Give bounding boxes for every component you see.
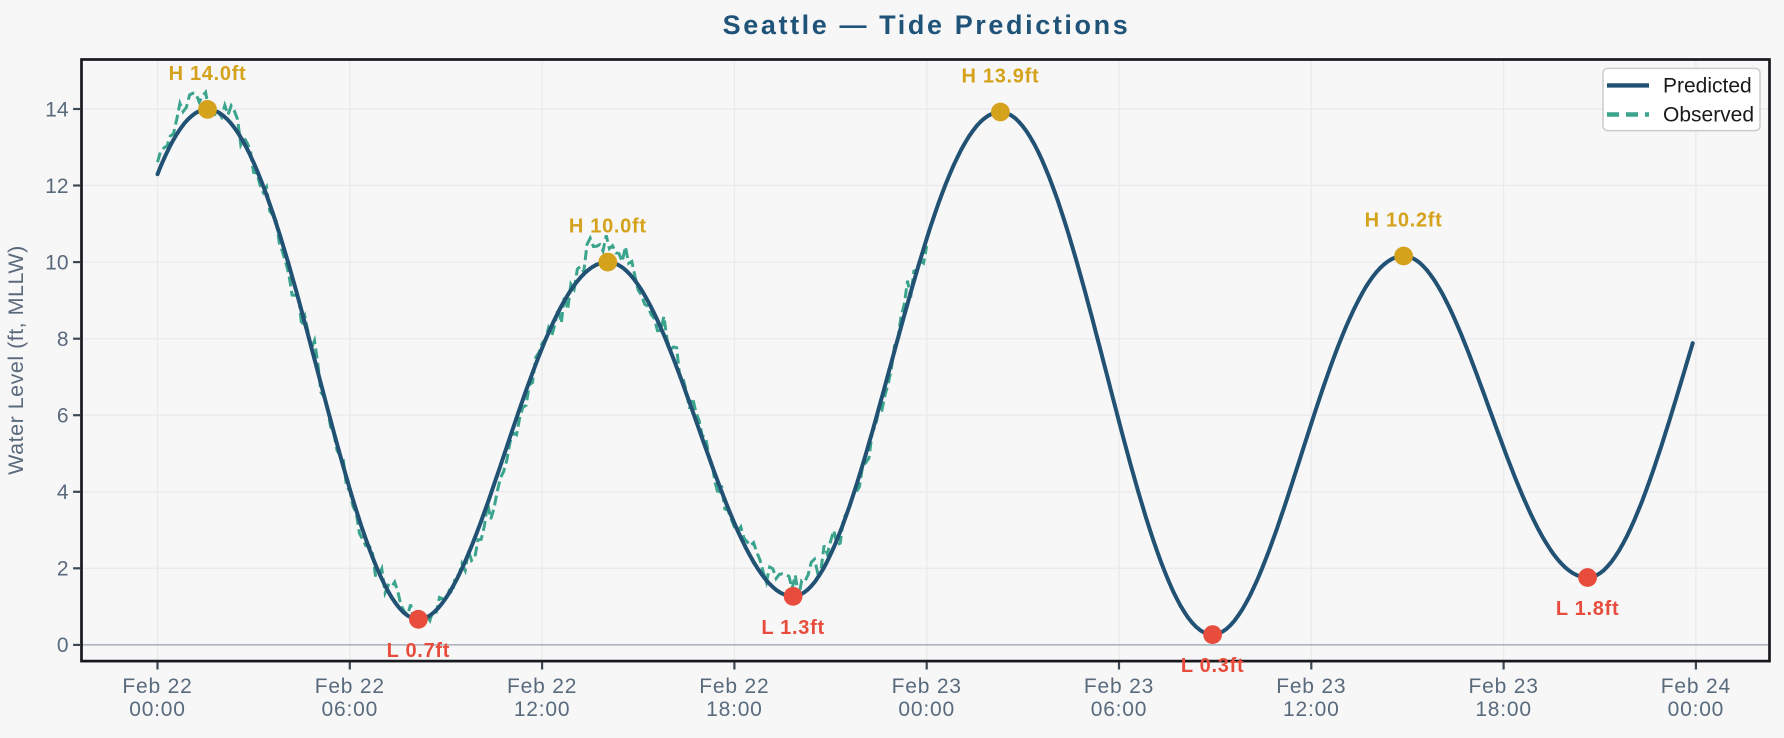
- svg-text:10: 10: [45, 251, 68, 274]
- svg-text:Feb 23: Feb 23: [892, 675, 962, 698]
- svg-text:14: 14: [45, 98, 69, 121]
- svg-text:18:00: 18:00: [1475, 698, 1532, 721]
- svg-text:Feb 24: Feb 24: [1661, 675, 1731, 698]
- svg-text:00:00: 00:00: [1668, 698, 1725, 721]
- svg-text:12: 12: [45, 175, 68, 198]
- svg-text:Feb 23: Feb 23: [1469, 675, 1539, 698]
- svg-text:Observed: Observed: [1663, 104, 1754, 127]
- svg-text:06:00: 06:00: [322, 698, 379, 721]
- svg-text:6: 6: [57, 405, 69, 428]
- svg-text:Water Level (ft, MLLW): Water Level (ft, MLLW): [4, 245, 28, 475]
- svg-text:8: 8: [57, 328, 69, 351]
- svg-text:Feb 22: Feb 22: [699, 675, 769, 698]
- svg-text:L 1.8ft: L 1.8ft: [1556, 598, 1619, 620]
- svg-text:L 1.3ft: L 1.3ft: [761, 617, 824, 639]
- svg-text:Feb 22: Feb 22: [122, 675, 192, 698]
- svg-text:00:00: 00:00: [898, 698, 955, 721]
- svg-text:L 0.3ft: L 0.3ft: [1181, 655, 1244, 677]
- svg-text:L 0.7ft: L 0.7ft: [387, 640, 450, 662]
- svg-text:0: 0: [57, 634, 69, 657]
- svg-text:Feb 23: Feb 23: [1084, 675, 1154, 698]
- svg-text:Feb 23: Feb 23: [1276, 675, 1346, 698]
- svg-text:18:00: 18:00: [706, 698, 763, 721]
- svg-text:Feb 22: Feb 22: [507, 675, 577, 698]
- svg-text:H 13.9ft: H 13.9ft: [961, 66, 1039, 88]
- svg-text:2: 2: [57, 558, 69, 581]
- svg-text:12:00: 12:00: [514, 698, 571, 721]
- svg-text:06:00: 06:00: [1091, 698, 1148, 721]
- svg-text:00:00: 00:00: [129, 698, 186, 721]
- svg-text:Feb 22: Feb 22: [315, 675, 385, 698]
- svg-text:12:00: 12:00: [1283, 698, 1340, 721]
- svg-text:Seattle — Tide Predictions: Seattle — Tide Predictions: [723, 10, 1131, 40]
- svg-text:Predicted: Predicted: [1663, 75, 1752, 98]
- svg-text:H 10.0ft: H 10.0ft: [569, 216, 647, 238]
- svg-text:H 10.2ft: H 10.2ft: [1365, 210, 1443, 232]
- svg-text:4: 4: [57, 481, 69, 504]
- svg-text:H 14.0ft: H 14.0ft: [169, 63, 247, 85]
